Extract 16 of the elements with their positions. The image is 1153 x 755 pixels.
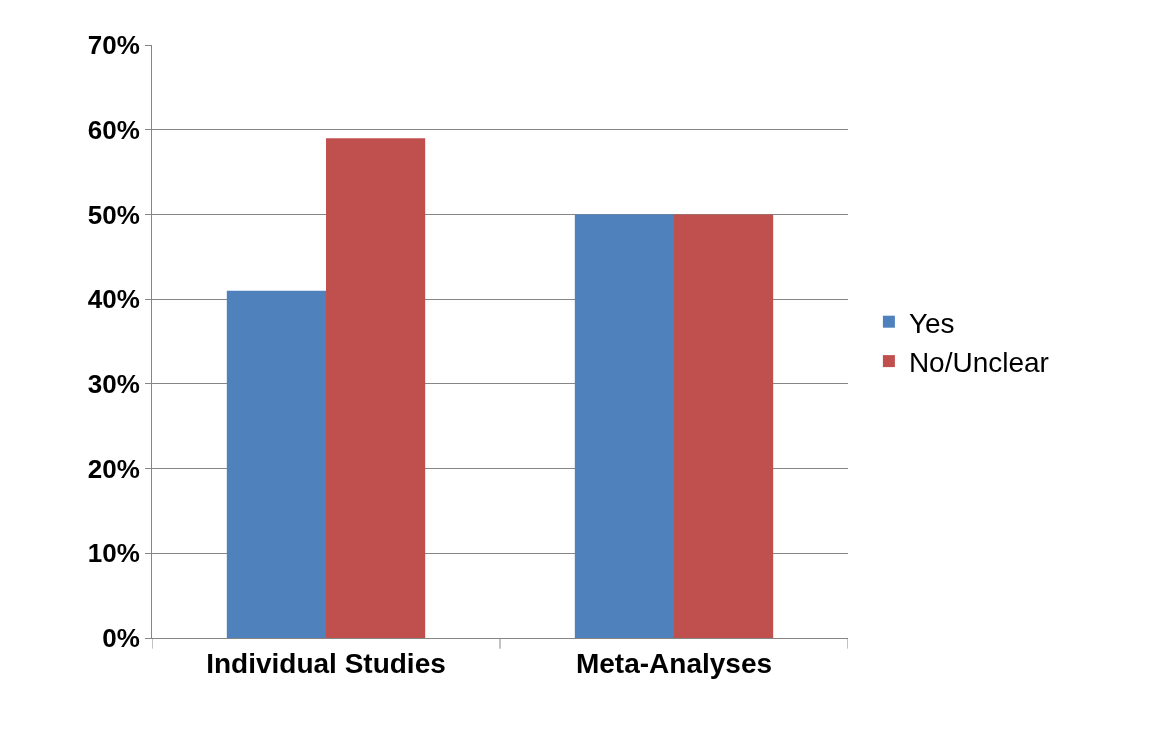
y-tick-label: 30% xyxy=(87,368,140,399)
x-tick-label: Individual Studies xyxy=(206,647,446,679)
y-tick-label: 60% xyxy=(87,114,140,145)
x-tick-label: Meta-Analyses xyxy=(575,647,773,679)
legend-label: Yes xyxy=(908,307,955,339)
y-tick-label: 50% xyxy=(87,199,140,230)
y-tick-label: 10% xyxy=(87,538,140,569)
y-tick-label: 70% xyxy=(87,30,140,61)
bar xyxy=(326,138,426,638)
bar xyxy=(574,214,674,638)
bar xyxy=(674,214,774,638)
y-tick-label: 0% xyxy=(102,623,140,654)
y-tick-label: 40% xyxy=(87,284,140,315)
bar xyxy=(226,290,326,638)
legend-label: No/Unclear xyxy=(908,347,1049,379)
y-tick-label: 20% xyxy=(87,453,140,484)
